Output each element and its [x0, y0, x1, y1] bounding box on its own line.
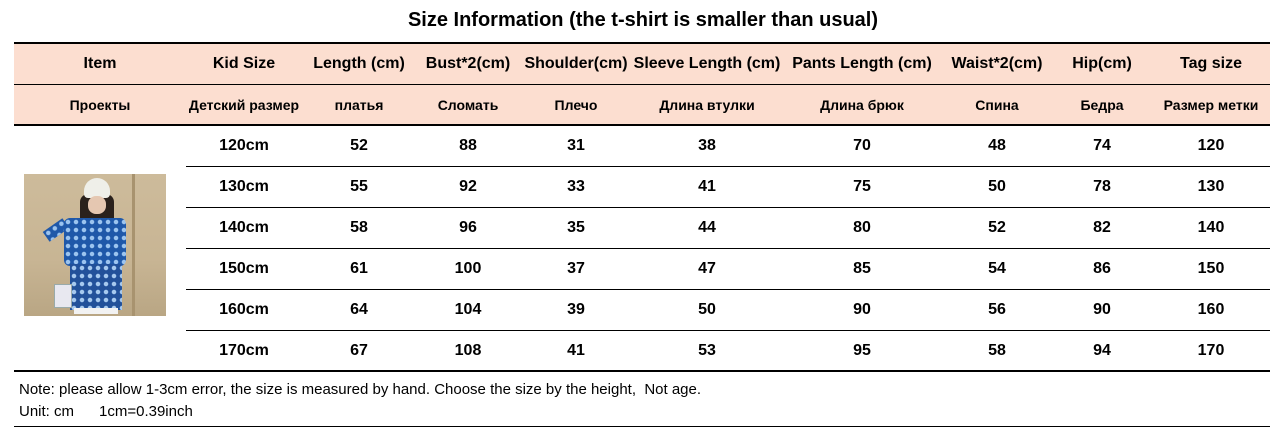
column-header: Length (cm)	[313, 55, 405, 72]
table-row: 160cm 64 104 39 50 90 56 90 160	[14, 290, 1270, 330]
table-cell: 33	[567, 178, 585, 195]
table-cell: 160cm	[219, 301, 269, 318]
column-subheader: Размер метки	[1163, 96, 1259, 113]
table-cell: 100	[454, 260, 482, 277]
row-divider	[186, 207, 1270, 208]
table-cell: 41	[567, 342, 585, 359]
column-subheader: Бедра	[1080, 96, 1124, 113]
page-title: Size Information (the t-shirt is smaller…	[407, 9, 879, 31]
kid-model-photo	[24, 174, 166, 316]
table-cell: 130	[1197, 178, 1225, 195]
header-row: Item Kid Size Length (cm) Bust*2(cm) Shoulde…	[14, 44, 1270, 84]
table-cell: 31	[567, 137, 585, 154]
table-cell: 52	[988, 219, 1006, 236]
table-cell: 39	[567, 301, 585, 318]
table-cell: 120	[1197, 137, 1225, 154]
column-subheader: Длина брюк	[820, 96, 904, 113]
table-cell: 61	[350, 260, 368, 277]
table-cell: 78	[1093, 178, 1111, 195]
table-cell: 41	[698, 178, 716, 195]
table-cell: 108	[454, 342, 482, 359]
table-row: 170cm 67 108 41 53 95 58 94 170	[14, 331, 1270, 371]
divider	[14, 42, 1270, 44]
table-cell: 70	[853, 137, 871, 154]
table-row: 120cm 52 88 31 38 70 48 74 120	[14, 126, 1270, 166]
table-cell: 82	[1093, 219, 1111, 236]
table-cell: 37	[567, 260, 585, 277]
table-row: 130cm 55 92 33 41 75 50 78 130	[14, 167, 1270, 207]
table-cell: 160	[1197, 301, 1225, 318]
table-cell: 120cm	[219, 137, 269, 154]
table-cell: 170cm	[219, 342, 269, 359]
table-cell: 48	[988, 137, 1006, 154]
table-cell: 44	[698, 219, 716, 236]
column-subheader: Детский размер	[188, 96, 300, 113]
table-cell: 150	[1197, 260, 1225, 277]
table-cell: 58	[350, 219, 368, 236]
table-cell: 50	[698, 301, 716, 318]
table-cell: 86	[1093, 260, 1111, 277]
table-cell: 54	[988, 260, 1006, 277]
column-subheader: Длина втулки	[659, 96, 755, 113]
table-cell: 50	[988, 178, 1006, 195]
column-header: Shoulder(cm)	[524, 55, 628, 72]
divider	[14, 426, 1270, 427]
table-cell: 95	[853, 342, 871, 359]
divider	[14, 370, 1270, 372]
table-cell: 170	[1197, 342, 1225, 359]
table-cell: 38	[698, 137, 716, 154]
unit-text: Unit: cm 1cm=0.39inch	[19, 403, 193, 420]
table-cell: 52	[350, 137, 368, 154]
subheader-row: Проекты Детский размер платья Сломать Плечо Д…	[14, 85, 1270, 124]
table-cell: 64	[350, 301, 368, 318]
table-cell: 104	[454, 301, 482, 318]
table-cell: 47	[698, 260, 716, 277]
table-cell: 150cm	[219, 260, 269, 277]
note-text: Note: please allow 1-3cm error, the size…	[19, 381, 702, 398]
table-cell: 85	[853, 260, 871, 277]
table-row: 150cm 61 100 37 47 85 54 86 150	[14, 249, 1270, 289]
table-cell: 130cm	[219, 178, 269, 195]
table-cell: 74	[1093, 137, 1111, 154]
row-divider	[186, 330, 1270, 331]
table-cell: 56	[988, 301, 1006, 318]
table-cell: 35	[567, 219, 585, 236]
column-header: Waist*2(cm)	[951, 55, 1043, 72]
row-divider	[186, 248, 1270, 249]
table-row: 140cm 58 96 35 44 80 52 82 140	[14, 208, 1270, 248]
table-cell: 94	[1093, 342, 1111, 359]
table-cell: 80	[853, 219, 871, 236]
column-header: Pants Length (cm)	[792, 55, 932, 72]
column-header: Kid Size	[212, 55, 276, 72]
column-header: Hip(cm)	[1072, 55, 1132, 72]
table-cell: 58	[988, 342, 1006, 359]
column-subheader: Сломать	[437, 96, 499, 113]
table-cell: 92	[459, 178, 477, 195]
column-header: Item	[83, 55, 117, 72]
column-header: Sleeve Length (cm)	[633, 55, 781, 72]
table-cell: 55	[350, 178, 368, 195]
table-cell: 88	[459, 137, 477, 154]
column-subheader: Проекты	[69, 96, 131, 113]
table-cell: 90	[1093, 301, 1111, 318]
table-cell: 90	[853, 301, 871, 318]
column-subheader: Плечо	[554, 96, 598, 113]
table-cell: 140	[1197, 219, 1225, 236]
divider	[14, 124, 1270, 126]
column-subheader: платья	[334, 96, 384, 113]
divider	[14, 84, 1270, 85]
row-divider	[186, 289, 1270, 290]
table-cell: 96	[459, 219, 477, 236]
table-cell: 75	[853, 178, 871, 195]
row-divider	[186, 166, 1270, 167]
column-header: Bust*2(cm)	[425, 55, 511, 72]
table-cell: 140cm	[219, 219, 269, 236]
column-header: Tag size	[1180, 55, 1242, 72]
table-cell: 53	[698, 342, 716, 359]
table-cell: 67	[350, 342, 368, 359]
column-subheader: Спина	[975, 96, 1019, 113]
